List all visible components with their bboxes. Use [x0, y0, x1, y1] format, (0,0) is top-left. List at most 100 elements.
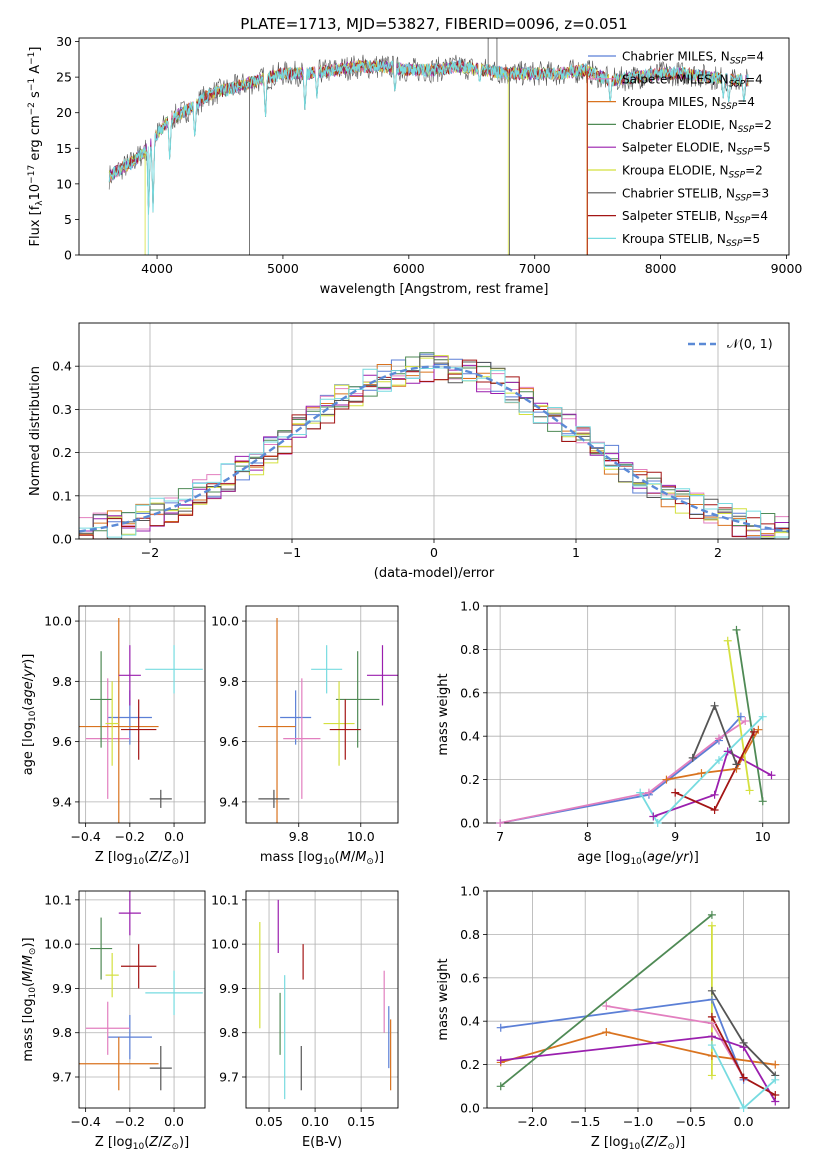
mass-vs-EBV-grid	[246, 891, 398, 1108]
x-tick-label: 2	[714, 545, 722, 560]
weight-point-marker	[771, 1060, 780, 1069]
weight-series-line	[639, 716, 764, 823]
x-tick-label: 0.0	[164, 829, 184, 844]
weight-vs-age-panel: 7 8 9 10 0.0 0.2 0.4 0.6 0.8 1.0 age [log10(age/yr…	[436, 599, 790, 867]
x-tick-label: −1	[283, 545, 301, 560]
weight-point-marker	[745, 786, 754, 795]
y-tick-label: 0.1	[52, 488, 72, 503]
weight-point-marker	[496, 1023, 505, 1032]
y-axis-label: age [log10(age/yr)]	[21, 654, 38, 776]
age-vs-mass-frame	[245, 605, 399, 824]
weight-point-marker	[707, 995, 716, 1004]
weight-point-marker	[707, 1032, 716, 1041]
weight-series-line	[499, 720, 746, 823]
weight-series-line	[500, 1035, 777, 1102]
y-tick-label: 30	[56, 34, 72, 49]
y-tick-label: 0.4	[460, 1014, 480, 1029]
mass-vs-Z-frame	[78, 890, 206, 1109]
x-tick-label: 0	[430, 545, 438, 560]
y-tick-label: 15	[56, 141, 72, 156]
errorbar-point	[121, 944, 157, 989]
errorbar-point	[335, 651, 380, 748]
x-tick-label: 0.10	[301, 1114, 329, 1129]
y-tick-label: 0.0	[52, 532, 72, 547]
x-tick-label: −2	[141, 545, 159, 560]
y-tick-label: 9.4	[219, 794, 239, 809]
mass-vs-EBV-frame	[245, 890, 399, 1109]
errorbar-point	[90, 651, 113, 748]
legend-label: Kroupa STELIB, NSSP=5	[622, 232, 760, 249]
weight-vs-age-frame	[486, 605, 790, 824]
errorbar-point	[79, 1037, 159, 1091]
errorbar-point	[329, 699, 361, 760]
y-tick-label: 10.0	[211, 614, 239, 629]
legend-label: Salpeter ELODIE, NSSP=5	[622, 141, 771, 158]
errorbar-point	[79, 618, 159, 823]
weight-point-marker	[758, 797, 767, 806]
spectrum-legend: Chabrier MILES, NSSP=4 Salpeter MILES, NS…	[588, 50, 772, 249]
x-tick-label: 6000	[393, 261, 425, 276]
age-vs-Z-frame	[78, 605, 206, 824]
weight-series-line	[726, 640, 751, 791]
errorbar-point	[85, 1001, 130, 1055]
age-vs-Z-panel: −0.4 −0.2 0.0 9.4 9.6 9.8 10.0 Z [log10(Z/Z⊙)] a…	[21, 605, 206, 867]
weight-vs-age-plot-area	[499, 629, 772, 823]
mass-vs-Z-grid	[79, 891, 205, 1108]
x-tick-label: −0.5	[676, 1114, 706, 1129]
x-tick-label: 9	[671, 829, 679, 844]
legend-label: 𝒩(0, 1)	[727, 336, 773, 351]
weight-point-marker	[732, 760, 741, 769]
errorbar-point	[90, 917, 113, 980]
x-tick-label: 0.05	[255, 1114, 283, 1129]
x-tick-label: −0.2	[115, 829, 145, 844]
histogram-step	[79, 367, 789, 539]
x-axis-label: mass [log10(M/M⊙)]	[260, 850, 384, 867]
weight-point-marker	[707, 921, 716, 930]
y-tick-label: 10	[56, 176, 72, 191]
weight-point-marker	[602, 1028, 611, 1037]
figure-title: PLATE=1713, MJD=53827, FIBERID=0096, z=0…	[240, 15, 627, 33]
x-tick-label: 7000	[519, 261, 551, 276]
y-tick-label: 9.6	[52, 734, 72, 749]
x-axis-label: Z [log10(Z/Z⊙)]	[95, 1135, 189, 1152]
x-tick-label: 5000	[267, 261, 299, 276]
residual-hist-plot-area	[79, 352, 789, 539]
age-vs-mass-panel: 9.8 10.0 9.4 9.6 9.8 10.0 mass [log10(M/M⊙)]	[211, 605, 399, 867]
mass-vs-Z-panel: −0.4 −0.2 0.0 9.7 9.8 9.9 10.0 10.1 Z [log10(Z/Z…	[21, 890, 206, 1152]
weight-series-line	[666, 729, 760, 781]
age-vs-mass-grid	[246, 606, 398, 823]
weight-point-marker	[758, 712, 767, 721]
weight-point-marker	[602, 1002, 611, 1011]
weight-point-marker	[767, 771, 776, 780]
weight-series-line	[652, 750, 772, 818]
y-tick-label: 20	[56, 105, 72, 120]
y-tick-label: 0.3	[52, 402, 72, 417]
x-tick-label: 0.0	[734, 1114, 754, 1129]
errorbar-point	[311, 645, 343, 694]
weight-vs-age-grid	[487, 605, 789, 824]
x-tick-label: 8000	[645, 261, 677, 276]
legend-label: Chabrier STELIB, NSSP=3	[622, 186, 769, 203]
weight-point-marker	[662, 775, 671, 784]
weight-point-marker	[707, 910, 716, 919]
x-tick-label: −2.0	[517, 1114, 547, 1129]
y-tick-label: 0	[64, 248, 72, 263]
weight-point-marker	[736, 712, 745, 721]
errorbar-point	[118, 891, 141, 936]
weight-point-marker	[739, 1073, 748, 1082]
weight-point-marker	[671, 788, 680, 797]
x-tick-label: 8	[584, 829, 592, 844]
weight-point-marker	[732, 625, 741, 634]
y-tick-label: 0.4	[460, 729, 480, 744]
x-tick-label: −0.2	[115, 1114, 145, 1129]
y-tick-label: 10.1	[44, 892, 72, 907]
x-tick-label: −1.0	[623, 1114, 653, 1129]
weight-point-marker	[707, 1041, 716, 1050]
weight-point-marker	[688, 753, 697, 762]
age-vs-Z-grid	[79, 606, 205, 823]
errorbar-point	[121, 699, 157, 760]
weight-point-marker	[714, 734, 723, 743]
legend-label: Kroupa ELODIE, NSSP=2	[622, 164, 763, 181]
x-axis-label: age [log10(age/yr)]	[577, 850, 699, 867]
weight-point-marker	[707, 1051, 716, 1060]
